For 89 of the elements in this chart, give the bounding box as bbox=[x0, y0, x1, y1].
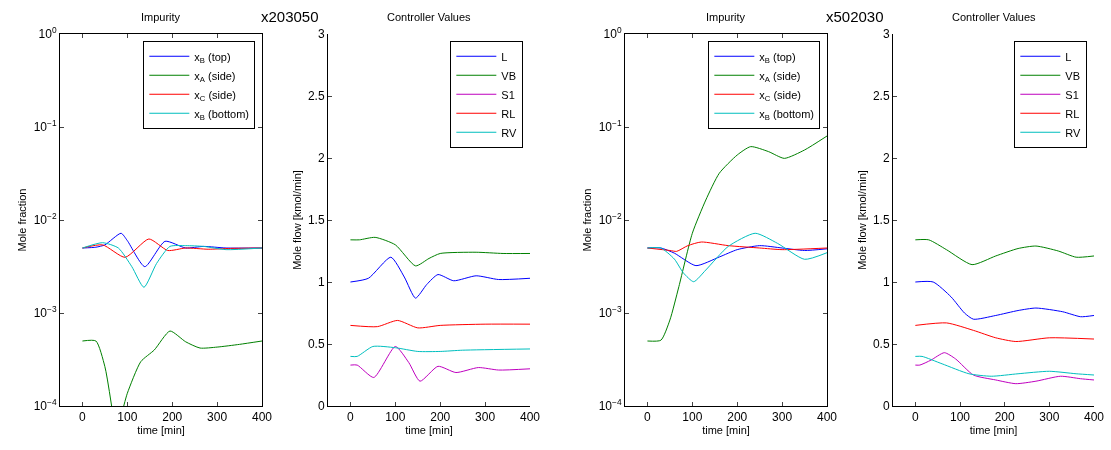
y-tick-label: 10$^{−3}$ bbox=[33, 304, 57, 321]
legend-label: L bbox=[1065, 50, 1072, 63]
legend-label: S1 bbox=[501, 88, 515, 101]
x-tick-label: 100 bbox=[949, 410, 971, 425]
x-tick-label: 200 bbox=[430, 410, 451, 425]
legend-label: RV bbox=[1065, 126, 1082, 139]
x-tick-label: 300 bbox=[1039, 410, 1060, 425]
line-series bbox=[914, 352, 1094, 385]
x-tick-label: 0 bbox=[347, 410, 355, 425]
x-tick-label: 0 bbox=[911, 410, 919, 425]
x-axis-title: time [min] bbox=[405, 424, 453, 437]
x-tick-label: 200 bbox=[994, 410, 1015, 425]
x-tick-label: 100 bbox=[385, 410, 406, 425]
legend-label: x$_{C}$ (side) bbox=[759, 88, 801, 103]
x-tick-label: 300 bbox=[475, 410, 496, 425]
legend-label: S1 bbox=[1065, 88, 1079, 101]
x-tick-label: 200 bbox=[727, 410, 748, 425]
chart-title: Controller Values bbox=[952, 11, 1037, 23]
legend-label: x$_{B}$ (top) bbox=[194, 50, 231, 65]
y-tick-label: 0 bbox=[882, 399, 890, 414]
legend-label: x$_{B}$ (bottom) bbox=[759, 107, 814, 122]
chart-title: Controller Values bbox=[387, 11, 472, 23]
x-tick-label: 200 bbox=[162, 410, 183, 425]
x-tick-label: 400 bbox=[816, 410, 838, 425]
y-tick-label: 10$^{−2}$ bbox=[598, 211, 622, 228]
line-series bbox=[646, 135, 827, 342]
y-axis-title: Mole fraction bbox=[581, 188, 594, 252]
x-axis-title: time [min] bbox=[702, 424, 750, 437]
x-tick-label: 100 bbox=[117, 410, 138, 425]
x-tick-label: 300 bbox=[772, 410, 793, 425]
y-tick-label: 2 bbox=[882, 151, 890, 166]
line-series bbox=[81, 242, 262, 288]
y-tick-label: 10$^{−4}$ bbox=[598, 397, 622, 414]
x-tick-label: 400 bbox=[519, 410, 541, 425]
y-tick-label: 1.5 bbox=[307, 213, 325, 228]
y-tick-label: 10$^{0}$ bbox=[38, 25, 57, 42]
line-series bbox=[914, 355, 1094, 377]
line-series bbox=[349, 236, 530, 267]
line-series bbox=[349, 345, 530, 382]
line-series bbox=[914, 280, 1094, 320]
y-tick-label: 10$^{−3}$ bbox=[598, 304, 622, 321]
y-tick-label: 1.5 bbox=[872, 213, 890, 228]
legend-label: L bbox=[501, 50, 508, 63]
line-series bbox=[914, 322, 1094, 343]
y-tick-label: 3 bbox=[317, 27, 325, 42]
x-tick-label: 400 bbox=[251, 410, 273, 425]
x-tick-label: 0 bbox=[79, 410, 87, 425]
line-series bbox=[914, 238, 1094, 266]
y-tick-label: 1 bbox=[882, 275, 890, 290]
y-tick-label: 0.5 bbox=[872, 337, 890, 352]
x-tick-label: 100 bbox=[682, 410, 703, 425]
y-tick-label: 10$^{−1}$ bbox=[33, 118, 57, 135]
chart-title: Impurity bbox=[706, 11, 746, 23]
legend-label: x$_{B}$ (top) bbox=[759, 50, 796, 65]
chart-title: Impurity bbox=[141, 11, 181, 23]
y-axis-title: Mole fraction bbox=[16, 188, 29, 252]
x-axis-title: time [min] bbox=[137, 424, 185, 437]
y-axis-title: Mole flow [kmol/min] bbox=[290, 170, 303, 270]
legend-label: RL bbox=[501, 107, 516, 120]
y-tick-label: 10$^{−2}$ bbox=[33, 211, 57, 228]
line-series bbox=[349, 345, 530, 358]
text: x502030 bbox=[826, 8, 884, 25]
legend-label: VB bbox=[1065, 69, 1081, 82]
legend-label: x$_{A}$ (side) bbox=[759, 69, 801, 84]
line-series bbox=[646, 232, 827, 283]
legend-label: x$_{C}$ (side) bbox=[194, 88, 236, 103]
y-tick-label: 1 bbox=[317, 275, 325, 290]
y-tick-label: 3 bbox=[882, 27, 890, 42]
legend-label: x$_{B}$ (bottom) bbox=[194, 107, 249, 122]
y-tick-label: 2.5 bbox=[307, 89, 325, 104]
legend-label: x$_{A}$ (side) bbox=[194, 69, 236, 84]
line-series bbox=[349, 256, 530, 299]
x-tick-label: 400 bbox=[1083, 410, 1105, 425]
text: x203050 bbox=[261, 8, 319, 25]
x-tick-label: 0 bbox=[644, 410, 652, 425]
line-series bbox=[349, 319, 530, 329]
y-tick-label: 2.5 bbox=[872, 89, 890, 104]
y-tick-label: 10$^{−1}$ bbox=[598, 118, 622, 135]
legend-label: VB bbox=[501, 69, 517, 82]
x-tick-label: 300 bbox=[207, 410, 228, 425]
y-tick-label: 2 bbox=[317, 151, 325, 166]
y-tick-label: 10$^{−4}$ bbox=[33, 397, 57, 414]
y-tick-label: 0 bbox=[317, 399, 325, 414]
legend-label: RV bbox=[501, 126, 518, 139]
legend-label: RL bbox=[1065, 107, 1080, 120]
y-tick-label: 10$^{0}$ bbox=[603, 25, 622, 42]
y-axis-title: Mole flow [kmol/min] bbox=[855, 170, 868, 270]
x-axis-title: time [min] bbox=[969, 424, 1018, 437]
y-tick-label: 0.5 bbox=[307, 337, 325, 352]
